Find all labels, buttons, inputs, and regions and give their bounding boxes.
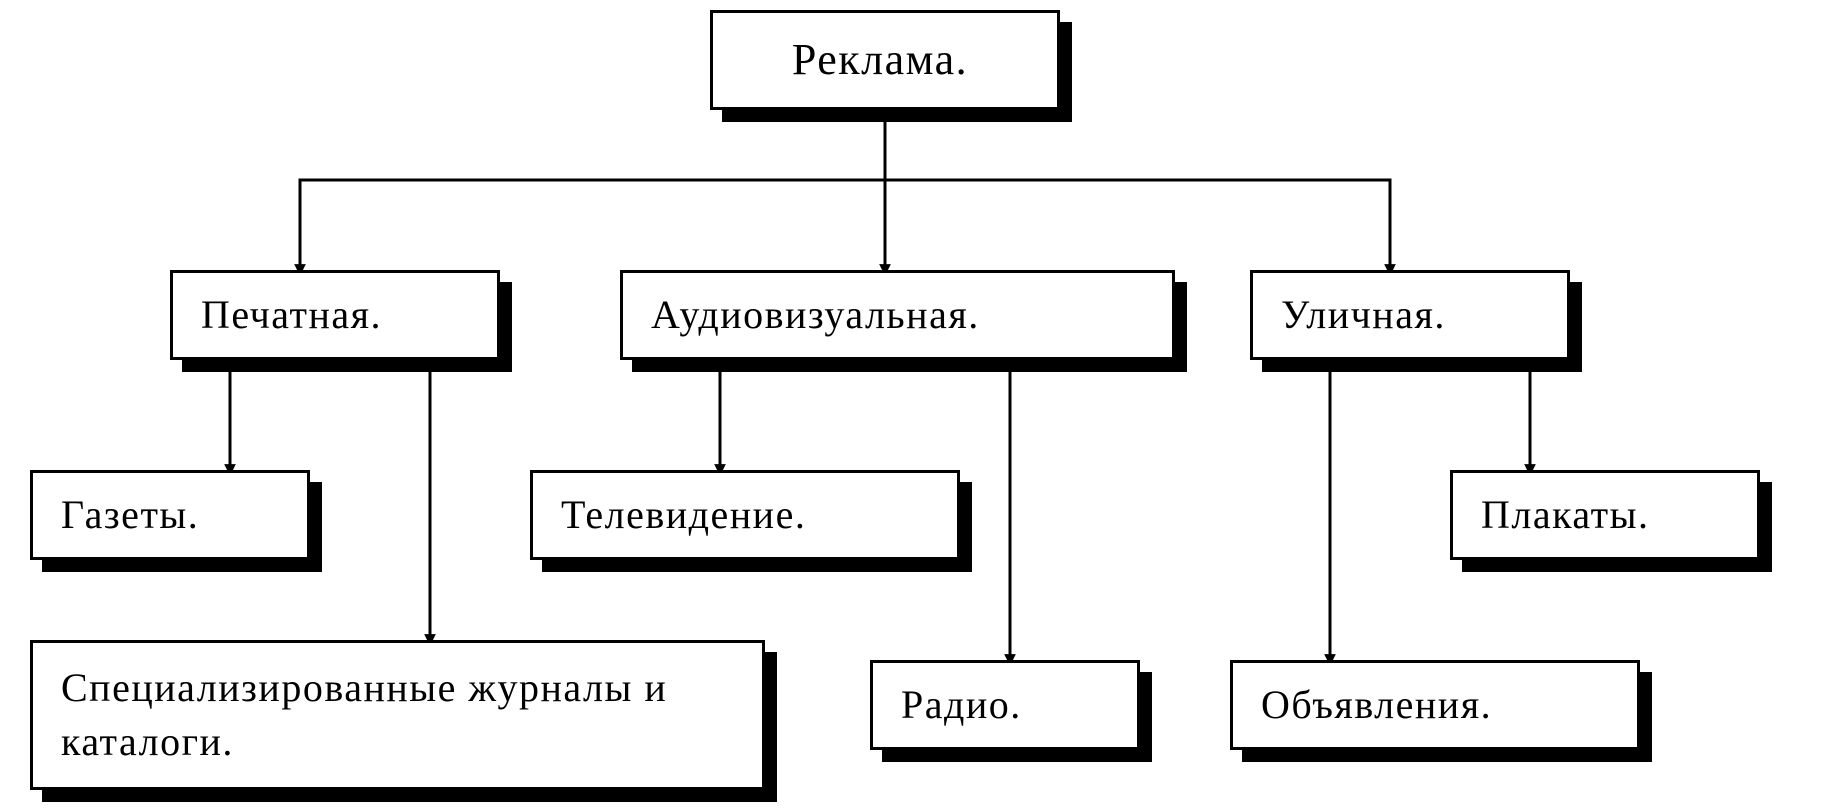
node-label: Уличная.	[1281, 288, 1557, 342]
edge-root-street	[885, 110, 1390, 270]
node-mags: Специализированные журналы и каталоги.	[30, 640, 765, 790]
node-label: Реклама.	[713, 30, 1047, 89]
node-label: Специализированные журналы и каталоги.	[61, 661, 752, 769]
node-label: Газеты.	[61, 488, 297, 542]
node-root: Реклама.	[710, 10, 1060, 110]
edge-root-print	[300, 110, 885, 270]
node-post: Плакаты.	[1450, 470, 1760, 560]
node-label: Объявления.	[1261, 678, 1627, 732]
node-label: Печатная.	[201, 288, 487, 342]
node-tv: Телевидение.	[530, 470, 960, 560]
node-label: Плакаты.	[1481, 488, 1747, 542]
node-ads: Объявления.	[1230, 660, 1640, 750]
node-label: Радио.	[901, 678, 1127, 732]
node-radio: Радио.	[870, 660, 1140, 750]
node-print: Печатная.	[170, 270, 500, 360]
node-street: Уличная.	[1250, 270, 1570, 360]
node-label: Телевидение.	[561, 488, 947, 542]
node-av: Аудиовизуальная.	[620, 270, 1175, 360]
node-label: Аудиовизуальная.	[651, 288, 1162, 342]
node-news: Газеты.	[30, 470, 310, 560]
diagram-canvas: Реклама. Печатная. Аудиовизуальная. Уличная…	[0, 0, 1842, 809]
